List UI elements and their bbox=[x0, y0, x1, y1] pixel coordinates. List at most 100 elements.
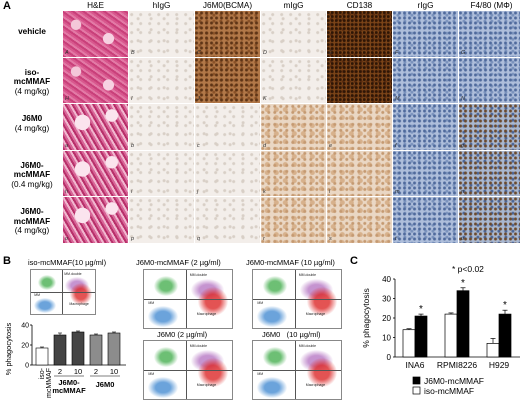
gate-label: MM bbox=[257, 300, 264, 305]
micrograph-l: l bbox=[327, 150, 392, 196]
significance-star: * bbox=[503, 300, 507, 311]
column-header-2: J6M0(BCMA) bbox=[202, 1, 253, 10]
micrograph-k: k bbox=[261, 150, 326, 196]
gate-line bbox=[253, 370, 341, 371]
micrograph-tag: d bbox=[263, 142, 267, 149]
column-header-3: mIgG bbox=[283, 1, 304, 10]
cell-population-0 bbox=[153, 347, 179, 368]
micrograph-tag: F bbox=[395, 49, 399, 56]
micrograph-tag: h bbox=[65, 189, 69, 195]
micrograph-tag: a bbox=[65, 142, 69, 149]
category-label: 2 bbox=[94, 367, 98, 376]
gate-label: MM.double bbox=[298, 343, 317, 348]
cell-population-2 bbox=[197, 358, 228, 388]
row-title: J6M0- mcMMAF bbox=[13, 160, 51, 180]
row-dose: (4 mg/kg) bbox=[14, 123, 50, 133]
bar-H929-0 bbox=[486, 342, 500, 358]
facs-title-5: J6M0 (10 µg/ml) bbox=[262, 330, 321, 339]
row-dose: (4 mg/kg) bbox=[14, 226, 50, 235]
category-label: 10 bbox=[110, 367, 118, 376]
gate-line bbox=[144, 299, 232, 300]
gate-label: MM.double bbox=[64, 272, 82, 277]
micrograph-tag: r bbox=[263, 235, 265, 242]
category-label: INA6 bbox=[406, 360, 425, 370]
category-label: iso-mcMMAF bbox=[39, 367, 53, 398]
micrograph-o: o bbox=[63, 197, 128, 243]
micrograph-tag: C bbox=[197, 49, 201, 56]
micrograph-G: G bbox=[459, 11, 520, 57]
cell-population-2 bbox=[306, 358, 337, 388]
micrograph-tag: G bbox=[461, 49, 466, 56]
y-tick-label: 40 bbox=[382, 275, 391, 284]
y-tick-label: 10 bbox=[382, 334, 391, 343]
row-label-4: J6M0- mcMMAF (4 mg/kg) bbox=[2, 207, 62, 236]
panel-c-letter: C bbox=[350, 255, 358, 267]
bar-0 bbox=[35, 347, 49, 366]
row-title: J6M0- mcMMAF bbox=[13, 207, 51, 226]
bar-RPMI8226-1 bbox=[456, 290, 470, 358]
micrograph-c: c bbox=[195, 104, 260, 150]
micrograph-N: N bbox=[459, 57, 520, 103]
gate-line bbox=[31, 292, 95, 293]
cell-population-3 bbox=[148, 306, 179, 327]
gate-line bbox=[253, 299, 341, 300]
micrograph-g: g bbox=[459, 104, 520, 150]
column-header-0: H&E bbox=[87, 1, 104, 10]
gate-label: MM bbox=[257, 371, 264, 376]
cell-population-3 bbox=[34, 297, 56, 313]
facs-plot-adc-10: MM.double Macrophage MM bbox=[252, 269, 342, 329]
category-label: H929 bbox=[489, 360, 510, 370]
cell-population-2 bbox=[70, 283, 92, 306]
gate-line-vertical bbox=[295, 341, 297, 399]
row-label-1: iso- mcMMAF (4 mg/kg) bbox=[2, 68, 62, 97]
micrograph-r: r bbox=[261, 197, 326, 243]
micrograph-j: j bbox=[195, 150, 260, 196]
gate-line-vertical bbox=[61, 270, 63, 314]
gate-line bbox=[144, 370, 232, 371]
micrograph-q: q bbox=[195, 197, 260, 243]
micrograph-tag: N bbox=[461, 96, 465, 102]
bar-4 bbox=[107, 332, 121, 366]
micrograph-i: i bbox=[129, 150, 194, 196]
row-title: J6M0 bbox=[21, 114, 43, 123]
gate-line-vertical bbox=[186, 341, 188, 399]
row-label-2: J6M0 (4 mg/kg) bbox=[2, 114, 62, 133]
micrograph-tag: q bbox=[197, 235, 201, 242]
cell-population-2 bbox=[306, 287, 337, 317]
gate-label: Macrophage bbox=[69, 301, 89, 306]
micrograph-H: H bbox=[63, 57, 128, 103]
category-label: 10 bbox=[74, 367, 82, 376]
micrograph-e: e bbox=[327, 104, 392, 150]
cell-population-0 bbox=[262, 276, 288, 297]
cell-population-3 bbox=[257, 377, 288, 398]
gate-label: Macrophage bbox=[196, 311, 217, 316]
group-label: J6M0 bbox=[96, 380, 115, 389]
cell-population-3 bbox=[257, 306, 288, 327]
gate-label: MM bbox=[148, 371, 155, 376]
bar-2 bbox=[71, 331, 85, 366]
legend-label: J6M0-mcMMAF bbox=[424, 376, 484, 386]
facs-title-1: iso-mcMMAF(10 µg/ml) bbox=[28, 258, 107, 267]
micrograph-tag: p bbox=[131, 235, 135, 242]
y-tick-label: 0 bbox=[25, 363, 29, 370]
column-header-4: CD138 bbox=[346, 1, 373, 10]
facs-plot-j6m0-2: MM.double Macrophage MM bbox=[143, 340, 233, 400]
micrograph-n: n bbox=[459, 150, 520, 196]
bar-3 bbox=[89, 334, 103, 366]
significance-star: * bbox=[461, 278, 465, 289]
legend-label: iso-mcMMAF bbox=[424, 386, 474, 396]
micrograph-F: F bbox=[393, 11, 458, 57]
column-header-6: F4/80 (MΦ) bbox=[470, 1, 513, 10]
micrograph-tag: A bbox=[65, 49, 69, 56]
row-label-0: vehicle bbox=[2, 27, 62, 37]
bar-H929-1 bbox=[498, 313, 512, 358]
micrograph-I: I bbox=[129, 57, 194, 103]
cell-population-0 bbox=[153, 276, 179, 297]
micrograph-L: L bbox=[327, 57, 392, 103]
row-label-3: J6M0- mcMMAF (0.4 mg/kg) bbox=[2, 161, 62, 190]
micrograph-tag: s bbox=[329, 235, 332, 242]
row-dose: (0.4 mg/kg) bbox=[11, 179, 53, 189]
panel-a-letter: A bbox=[3, 0, 11, 12]
micrograph-K: K bbox=[261, 57, 326, 103]
facs-plot-iso-10: MM.double Macrophage MM bbox=[30, 269, 96, 315]
